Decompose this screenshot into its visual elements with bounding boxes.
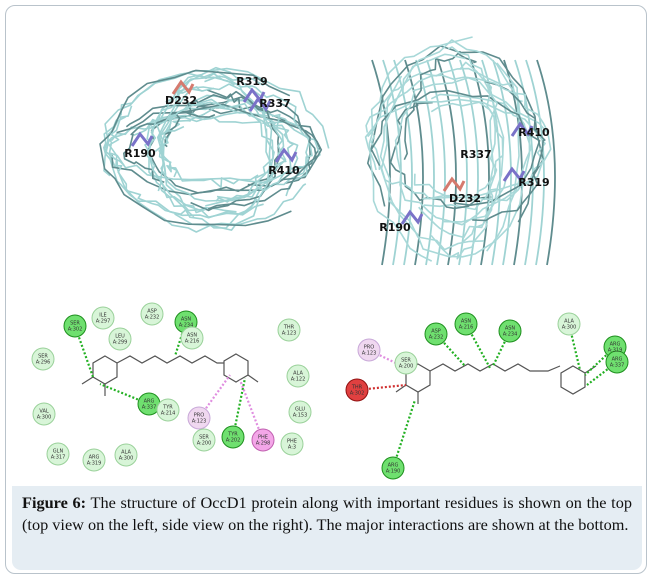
ligand-left (82, 354, 258, 396)
residue-chain: A:302 (68, 327, 83, 333)
residue-chain: A:232 (145, 315, 160, 321)
figure-image: D232 R319 R337 R190 R410 R410 R337 R319 D232 R190… (0, 0, 654, 482)
residue-chain: A:298 (256, 441, 271, 447)
residue-chain: A:234 (503, 332, 518, 338)
ribbon (160, 127, 259, 188)
residue-chain: A:296 (36, 360, 51, 366)
residue-chain: A:216 (459, 325, 474, 331)
residue-chain: A:200 (197, 441, 212, 447)
side-chain (132, 134, 152, 146)
residue-chain: A:123 (192, 419, 207, 425)
residue-label: R319 (236, 75, 267, 88)
residue-label: R190 (379, 221, 411, 234)
residue-chain: A:232 (429, 335, 444, 341)
residue-chain: A:3 (288, 445, 296, 451)
residue-chain: A:216 (185, 339, 200, 345)
caption: Figure 6: The structure of OccD1 protein… (12, 486, 642, 570)
residue-chain: A:337 (142, 405, 157, 411)
residue-chain: A:299 (113, 340, 128, 346)
residue-chain: A:214 (161, 411, 176, 417)
residue-chain: A:190 (386, 469, 401, 475)
residue-label: R319 (518, 176, 549, 189)
residue-label: R337 (259, 97, 290, 110)
residue-chain: A:123 (362, 351, 377, 357)
residue-chain: A:319 (608, 348, 623, 354)
residue-chain: A:153 (293, 413, 308, 419)
residue-chain: A:300 (119, 456, 134, 462)
residue-chain: A:297 (96, 319, 111, 325)
residue-chain: A:200 (399, 364, 414, 370)
residue-label: R337 (460, 148, 491, 161)
residue-label: D232 (165, 94, 197, 107)
residue-chain: A:122 (291, 377, 306, 383)
caption-text: The structure of OccD1 protein along wit… (22, 493, 632, 534)
residue-chain: A:123 (282, 331, 297, 337)
residue-chain: A:302 (350, 391, 365, 397)
residue-label: R190 (124, 147, 156, 160)
residue-chain: A:337 (610, 363, 625, 369)
residue-chain: A:300 (562, 325, 577, 331)
residue-label: R410 (268, 164, 300, 177)
residue-chain: A:317 (51, 455, 66, 461)
page: D232 R319 R337 R190 R410 R410 R337 R319 D232 R190… (0, 0, 654, 581)
residue-label: R410 (518, 126, 550, 139)
caption-label: Figure 6: (22, 493, 86, 512)
residue-chain: A:202 (226, 438, 241, 444)
residue-chain: A:319 (87, 461, 102, 467)
residue-chain: A:300 (37, 415, 52, 421)
residue-label: D232 (449, 192, 481, 205)
ligand-right (396, 364, 596, 404)
side-chain (444, 179, 464, 191)
residue-chain: A:234 (179, 323, 194, 329)
interaction-lines (75, 322, 617, 468)
